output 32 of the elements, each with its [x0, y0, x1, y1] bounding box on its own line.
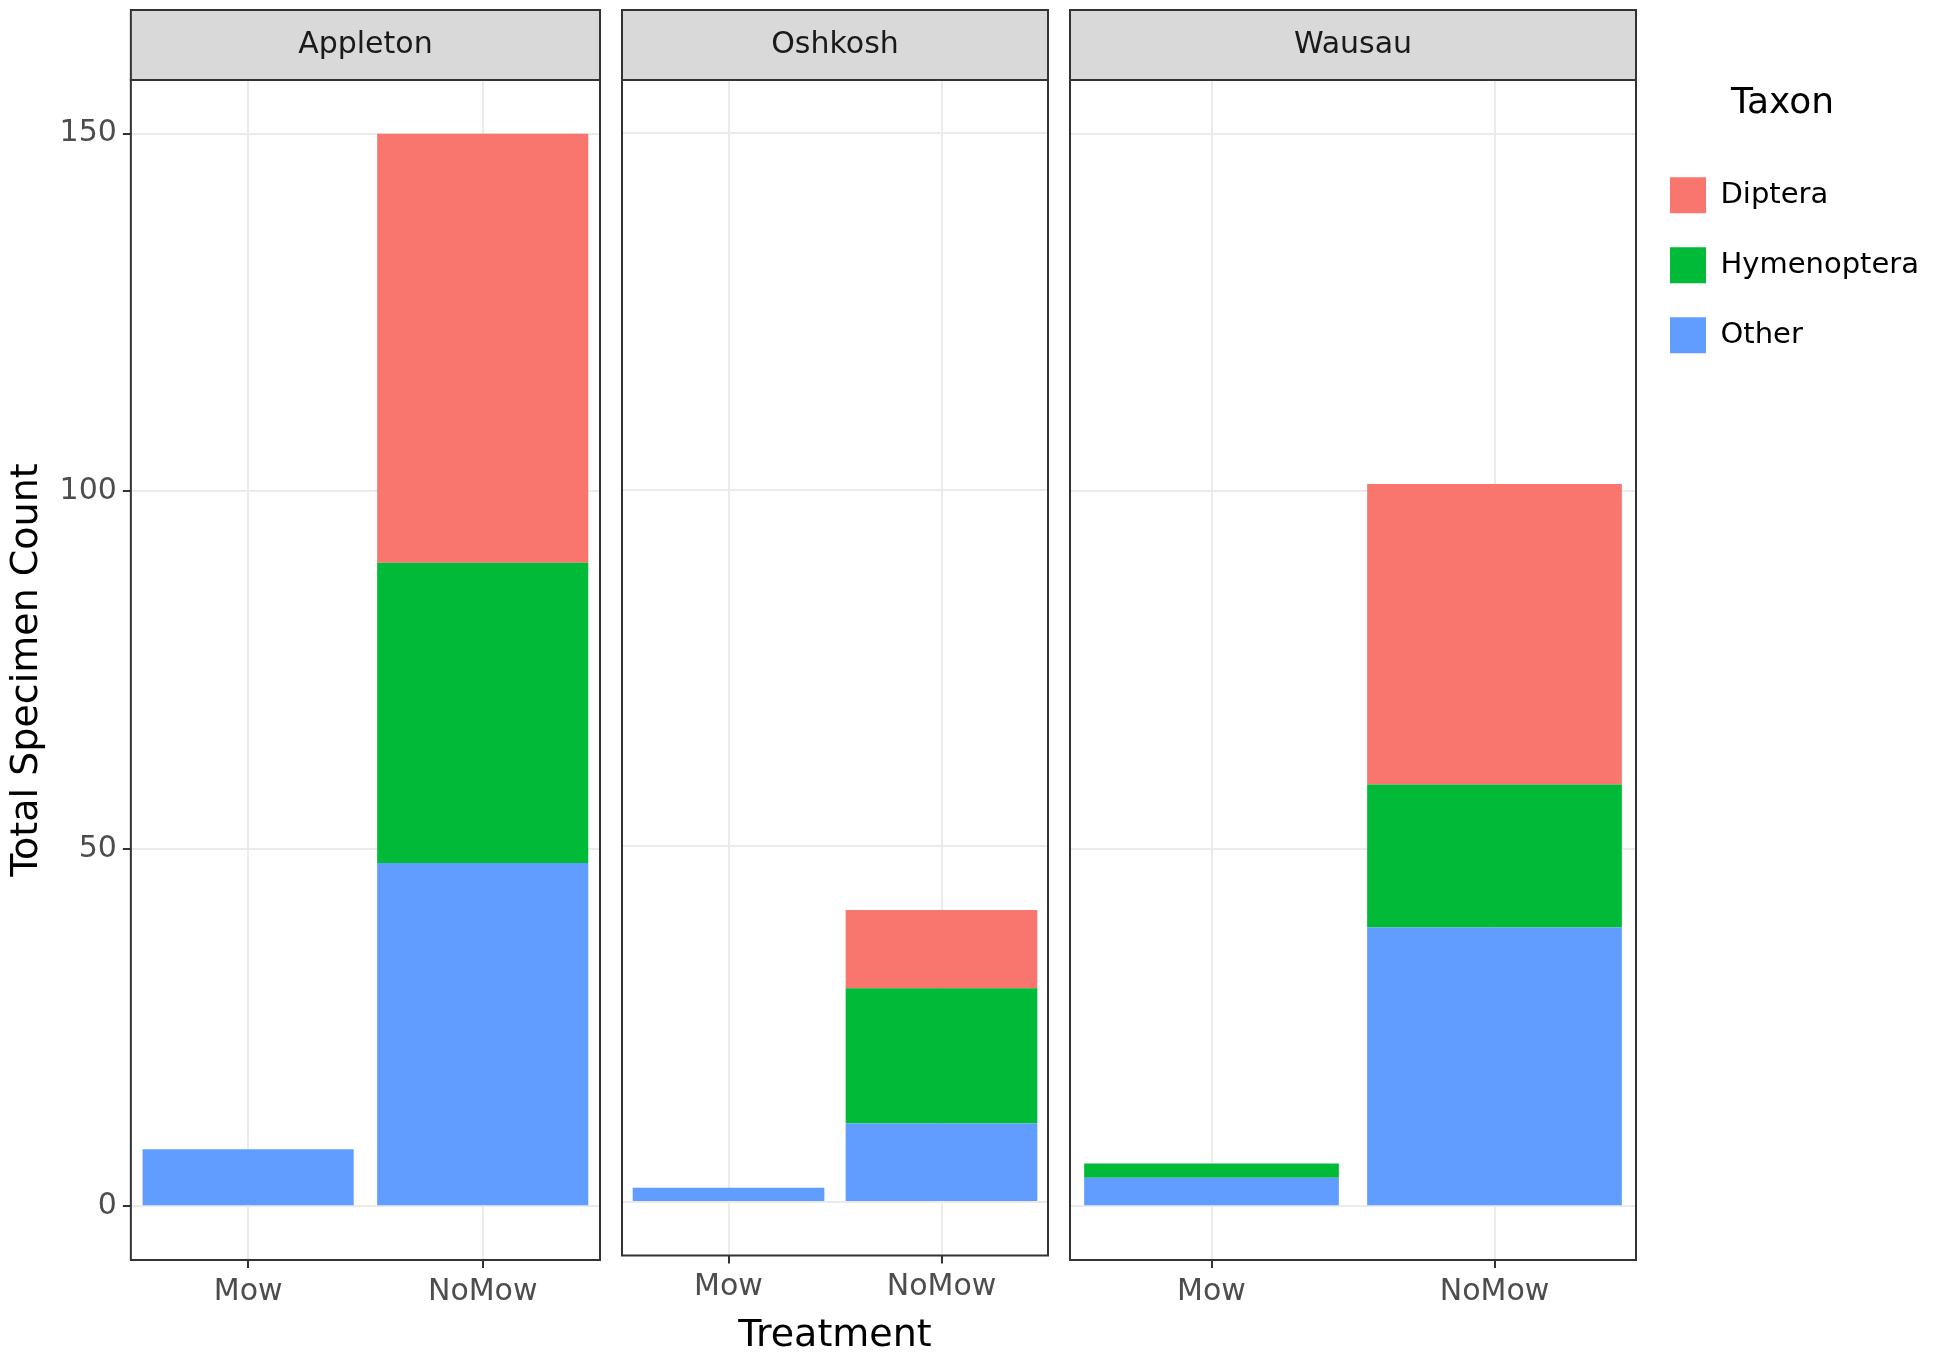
y-axis-title: Total Specimen Count — [1, 463, 46, 878]
x-tick-label: Mow — [694, 1267, 763, 1303]
bar — [845, 1123, 1038, 1201]
bar — [377, 133, 589, 563]
chart-title: Appleton — [298, 24, 433, 60]
bar — [632, 1187, 825, 1201]
bar — [845, 988, 1038, 1124]
x-tick-label: Mow — [213, 1271, 283, 1307]
bar — [1084, 1177, 1339, 1206]
chart-title: Wausau — [1293, 24, 1413, 60]
y-tick-label: 0 — [97, 1186, 117, 1222]
x-tick-label: NoMow — [1439, 1271, 1550, 1307]
bar — [1367, 484, 1622, 785]
bar — [142, 1149, 354, 1206]
bar — [377, 562, 589, 864]
legend-label: Diptera — [1720, 175, 1829, 210]
legend-title: Taxon — [1729, 80, 1835, 122]
x-tick-label: NoMow — [427, 1271, 538, 1307]
x-axis-title: Treatment — [737, 1311, 932, 1356]
bar — [845, 909, 1038, 989]
y-tick-label: 150 — [59, 113, 117, 149]
bar — [1084, 1163, 1339, 1178]
x-tick-label: Mow — [1177, 1271, 1246, 1307]
legend-label: Other — [1720, 315, 1803, 350]
bar — [1367, 927, 1622, 1206]
y-tick-label: 100 — [59, 471, 117, 507]
x-tick-label: NoMow — [886, 1267, 997, 1303]
bar — [377, 863, 589, 1206]
bar — [1367, 784, 1622, 928]
chart-title: Oshkosh — [771, 24, 899, 60]
legend-label: Hymenoptera — [1720, 245, 1919, 280]
y-tick-label: 50 — [78, 828, 117, 864]
